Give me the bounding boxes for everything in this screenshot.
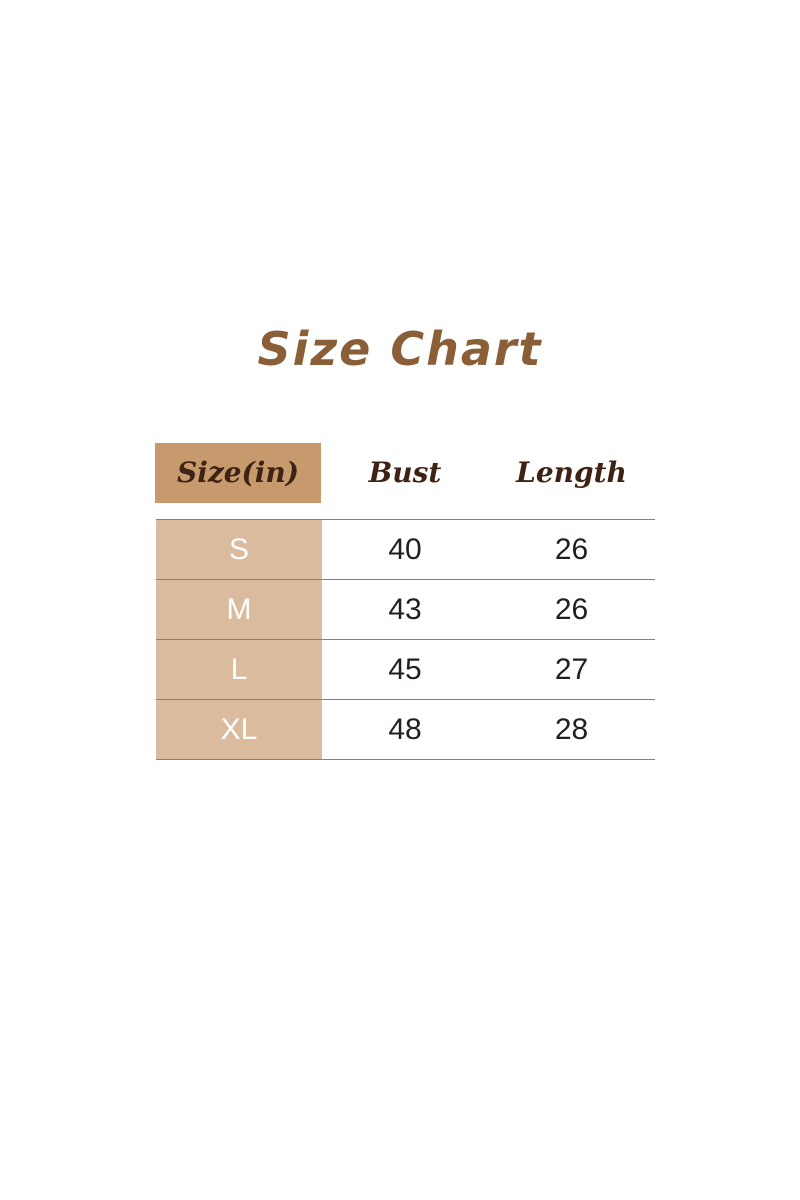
header-size: Size(in) — [155, 443, 321, 503]
page-title: Size Chart — [257, 322, 543, 376]
size-table: S 40 26 M 43 26 L 45 27 XL 48 28 — [156, 519, 655, 760]
table-row: S 40 26 — [156, 520, 655, 580]
table-row: M 43 26 — [156, 580, 655, 640]
header-length: Length — [516, 456, 627, 489]
header-bust: Bust — [368, 456, 442, 489]
size-cell: XL — [156, 700, 322, 759]
length-cell: 28 — [554, 712, 589, 746]
bust-cell: 45 — [388, 652, 422, 686]
size-cell: M — [156, 580, 322, 639]
size-cell: S — [156, 520, 322, 579]
bust-cell: 48 — [388, 712, 422, 746]
bust-cell: 40 — [388, 532, 422, 566]
bust-cell: 43 — [388, 592, 422, 626]
length-cell: 26 — [554, 532, 589, 566]
length-cell: 26 — [554, 592, 589, 626]
length-cell: 27 — [554, 652, 589, 686]
table-row: L 45 27 — [156, 640, 655, 700]
size-cell: L — [156, 640, 322, 699]
table-row: XL 48 28 — [156, 700, 655, 760]
